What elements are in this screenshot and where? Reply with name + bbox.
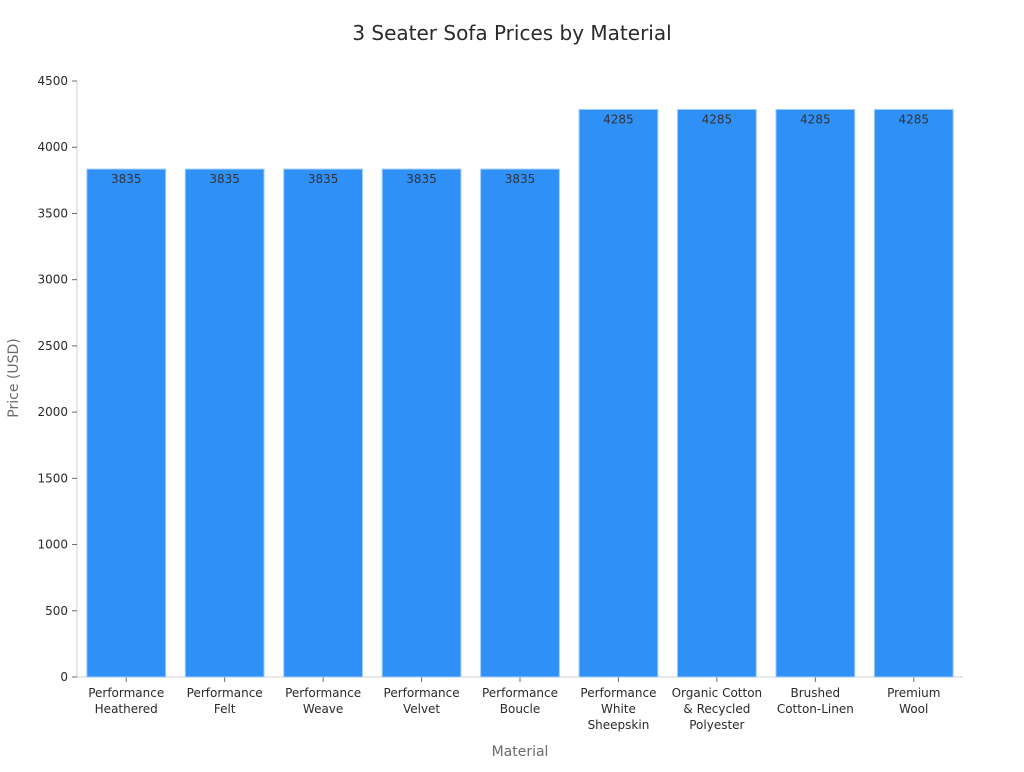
x-tick-label: Performance Velvet (384, 686, 460, 716)
y-tick-label: 2500 (37, 339, 68, 353)
bar-data-label: 4285 (899, 112, 930, 126)
x-tick-label: Performance Heathered (88, 686, 164, 716)
y-tick-label: 500 (45, 604, 68, 618)
x-tick-label: Performance Boucle (482, 686, 558, 716)
y-tick-label: 3500 (37, 206, 68, 220)
chart-title: 3 Seater Sofa Prices by Material (352, 21, 671, 45)
x-tick-label: Premium Wool (887, 686, 940, 716)
bar-data-label: 3835 (209, 172, 240, 186)
bar-data-label: 4285 (702, 112, 733, 126)
bars (86, 108, 954, 678)
y-tick-label: 4000 (37, 140, 68, 154)
bar (578, 108, 659, 678)
bar-data-label: 3835 (406, 172, 437, 186)
bar (86, 168, 167, 678)
bar (677, 108, 757, 678)
bar-data-label: 4285 (603, 112, 634, 126)
bar (283, 168, 363, 678)
bar (775, 108, 856, 678)
y-tick-label: 0 (60, 670, 68, 684)
y-tick-label: 1000 (37, 538, 68, 552)
bar (480, 168, 560, 678)
y-axis-label: Price (USD) (6, 338, 22, 417)
bar-data-label: 3835 (111, 172, 142, 186)
bar (184, 168, 265, 678)
y-tick-label: 2000 (37, 405, 68, 419)
y-tick-label: 4500 (37, 74, 68, 88)
bar (873, 108, 954, 678)
x-tick-label: Performance Felt (187, 686, 263, 716)
x-tick-label: Organic Cotton & Recycled Polyester (672, 686, 763, 732)
y-axis: 0 500 1000 1500 2000 2500 3000 3500 4000 4500 (37, 74, 78, 684)
x-axis-label: Material (492, 744, 549, 760)
y-tick-label: 3000 (37, 273, 68, 287)
y-tick-label: 1500 (37, 471, 68, 485)
x-tick-label: Performance White Sheepskin (580, 686, 656, 732)
data-labels: 3835 3835 3835 3835 3835 4285 4285 4285 4285 (111, 112, 929, 186)
x-tick-label: Performance Weave (285, 686, 361, 716)
bar-data-label: 3835 (505, 172, 536, 186)
x-axis: Performance Heathered Performance Felt Perfo… (77, 676, 963, 732)
x-tick-label: Brushed Cotton-Linen (777, 686, 854, 716)
bar (381, 168, 462, 678)
bar-data-label: 3835 (308, 172, 339, 186)
bar-data-label: 4285 (800, 112, 831, 126)
